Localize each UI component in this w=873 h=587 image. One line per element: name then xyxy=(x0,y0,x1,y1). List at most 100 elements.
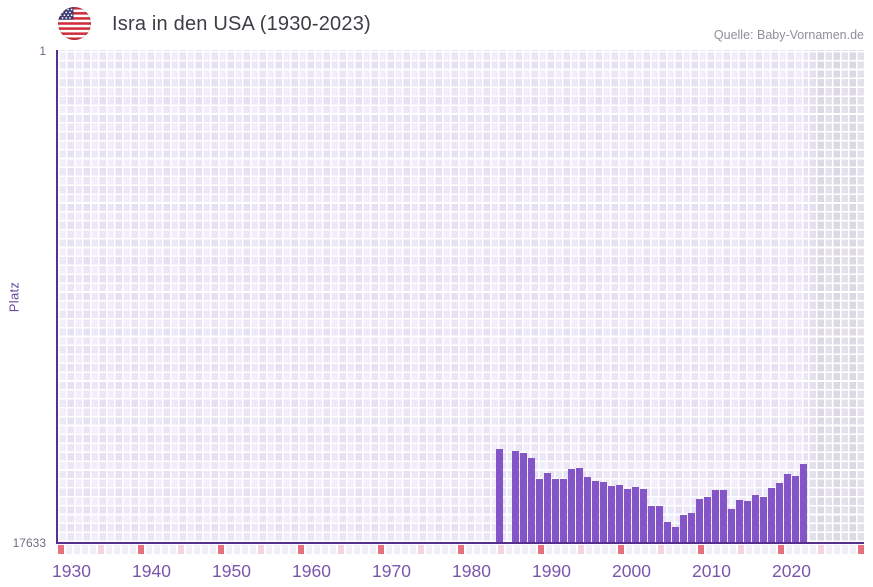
ruler-cell-1954-pink xyxy=(257,544,265,554)
bar-2022[interactable] xyxy=(800,464,807,542)
ruler-cell-2025 xyxy=(825,544,833,554)
bar-1993[interactable] xyxy=(568,469,575,542)
x-tick-label-1960: 1960 xyxy=(292,561,331,581)
bar-1986[interactable] xyxy=(512,450,519,542)
ruler-cell-1959-red xyxy=(297,544,305,554)
ruler-cell-2012 xyxy=(721,544,729,554)
bar-2018[interactable] xyxy=(768,488,775,542)
y-axis-min-label: 17633 xyxy=(12,536,46,550)
ruler-cell-1952 xyxy=(241,544,249,554)
x-tick-label-1940: 1940 xyxy=(132,561,171,581)
ruler-cell-1940 xyxy=(145,544,153,554)
ruler-cell-1957 xyxy=(281,544,289,554)
bar-2016[interactable] xyxy=(752,495,759,542)
ruler-cell-2029-red xyxy=(857,544,865,554)
bar-2013[interactable] xyxy=(728,508,735,542)
ruler-cell-1945 xyxy=(185,544,193,554)
bar-2017[interactable] xyxy=(760,496,767,542)
ruler-cell-1979-red xyxy=(457,544,465,554)
ruler-cell-2020 xyxy=(785,544,793,554)
ruler-cell-1931 xyxy=(73,544,81,554)
ruler-cell-1965 xyxy=(345,544,353,554)
bar-1987[interactable] xyxy=(520,452,527,542)
bar-2005[interactable] xyxy=(664,522,671,542)
x-tick-label-1980: 1980 xyxy=(452,561,491,581)
bar-2020[interactable] xyxy=(784,474,791,542)
ruler-cell-1986 xyxy=(513,544,521,554)
ruler-cell-2004-pink xyxy=(657,544,665,554)
bar-1989[interactable] xyxy=(536,479,543,542)
bar-1997[interactable] xyxy=(600,481,607,542)
ruler-cell-2008 xyxy=(689,544,697,554)
y-axis-title: Platz xyxy=(6,281,22,313)
ruler-cell-1929-red xyxy=(57,544,65,554)
ruler-cell-1935 xyxy=(105,544,113,554)
ruler-cell-1972 xyxy=(401,544,409,554)
bar-1999[interactable] xyxy=(616,484,623,542)
bar-2007[interactable] xyxy=(680,515,687,542)
bar-2021[interactable] xyxy=(792,476,799,542)
ruler-cell-1999-red xyxy=(617,544,625,554)
ruler-cell-1937 xyxy=(121,544,129,554)
bar-1996[interactable] xyxy=(592,481,599,542)
ruler-cell-1938 xyxy=(129,544,137,554)
bar-2001[interactable] xyxy=(632,486,639,542)
ruler-cell-1980 xyxy=(465,544,473,554)
bar-2003[interactable] xyxy=(648,505,655,542)
bar-2015[interactable] xyxy=(744,501,751,542)
ruler-cell-2019-red xyxy=(777,544,785,554)
y-axis-max-label: 1 xyxy=(39,44,46,58)
ruler-cell-1933 xyxy=(89,544,97,554)
ruler-cell-1989-red xyxy=(537,544,545,554)
bar-1984[interactable] xyxy=(496,448,503,542)
bar-2009[interactable] xyxy=(696,498,703,542)
ruler-cell-1992 xyxy=(561,544,569,554)
bar-2012[interactable] xyxy=(720,490,727,542)
bar-1992[interactable] xyxy=(560,479,567,542)
ruler-cell-1958 xyxy=(289,544,297,554)
bar-2006[interactable] xyxy=(672,527,679,542)
bar-2019[interactable] xyxy=(776,483,783,542)
bar-1988[interactable] xyxy=(528,457,535,542)
y-axis-line xyxy=(56,50,59,543)
bar-1991[interactable] xyxy=(552,479,559,542)
bar-2002[interactable] xyxy=(640,489,647,542)
ruler-cell-1985 xyxy=(505,544,513,554)
bar-2008[interactable] xyxy=(688,513,695,542)
ruler-cell-1951 xyxy=(233,544,241,554)
ruler-cell-2022 xyxy=(801,544,809,554)
bar-2004[interactable] xyxy=(656,505,663,542)
ruler-cell-1944-pink xyxy=(177,544,185,554)
bar-2000[interactable] xyxy=(624,489,631,542)
ruler-cell-2028 xyxy=(849,544,857,554)
ruler-cell-2018 xyxy=(769,544,777,554)
ruler-cell-2023 xyxy=(809,544,817,554)
ruler-cell-1941 xyxy=(153,544,161,554)
ruler-cell-1964-pink xyxy=(337,544,345,554)
bar-2011[interactable] xyxy=(712,490,719,542)
bar-1998[interactable] xyxy=(608,486,615,542)
ruler-cell-1963 xyxy=(329,544,337,554)
ruler-cell-1996 xyxy=(593,544,601,554)
source-credit: Quelle: Baby-Vornamen.de xyxy=(713,28,864,42)
bar-1990[interactable] xyxy=(544,472,551,542)
ruler-cell-1939-red xyxy=(137,544,145,554)
ruler-cell-2021 xyxy=(793,544,801,554)
ruler-cell-1994-pink xyxy=(577,544,585,554)
ruler-cell-2015 xyxy=(745,544,753,554)
bar-1994[interactable] xyxy=(576,467,583,542)
plot-area xyxy=(57,50,864,542)
bar-2014[interactable] xyxy=(736,500,743,542)
ruler-cell-1997 xyxy=(601,544,609,554)
ruler-cell-2006 xyxy=(673,544,681,554)
ruler-cell-1981 xyxy=(473,544,481,554)
bar-1995[interactable] xyxy=(584,477,591,542)
bar-2010[interactable] xyxy=(704,496,711,542)
ruler-cell-1936 xyxy=(113,544,121,554)
ruler-cell-1991 xyxy=(553,544,561,554)
ruler-cell-1968 xyxy=(369,544,377,554)
no-data-band xyxy=(807,50,864,542)
ruler-cell-1983 xyxy=(489,544,497,554)
ruler-cell-2010 xyxy=(705,544,713,554)
